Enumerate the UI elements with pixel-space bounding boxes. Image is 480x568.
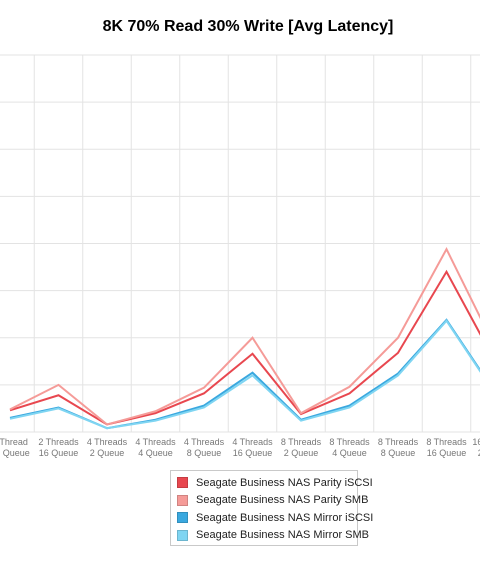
x-tick-label: 8 Threads 16 Queue [426,437,467,458]
legend-item[interactable]: Seagate Business NAS Parity SMB [177,492,368,510]
legend-item[interactable]: Seagate Business NAS Parity iSCSI [177,474,373,492]
x-tick-label: 8 Threads 4 Queue [329,437,370,458]
legend-item[interactable]: Seagate Business NAS Mirror SMB [177,527,369,545]
legend-label: Seagate Business NAS Mirror iSCSI [196,511,374,524]
series-line [9,246,480,426]
legend-swatch [177,512,188,524]
x-tick-label: 8 Threads 8 Queue [378,437,419,458]
x-tick-label: 4 Threads 8 Queue [184,437,225,458]
x-tick-label: 8 Threads 2 Queue [281,437,322,458]
x-tick-label: 2 Threads 16 Queue [38,437,79,458]
legend-label: Seagate Business NAS Parity SMB [196,494,369,507]
legend-label: Seagate Business NAS Mirror SMB [196,529,370,542]
x-tick-label: 4 Threads 2 Queue [87,437,128,458]
legend-swatch [177,494,188,506]
x-tick-label: 1 Thread16 Queue [0,437,30,458]
legend-swatch [177,477,188,489]
series-line [9,269,480,426]
series-lines [9,246,480,430]
legend-swatch [177,529,188,541]
chart-title: 8K 70% Read 30% Write [Avg Latency] [102,18,394,35]
legend-item[interactable]: Seagate Business NAS Mirror iSCSI [177,509,373,527]
gridlines [0,54,480,433]
legend: Seagate Business NAS Parity iSCSI Seagate… [170,470,373,546]
legend-label: Seagate Business NAS Parity iSCSI [196,476,373,489]
x-tick-label: 4 Threads 4 Queue [135,437,176,458]
series-line [9,318,480,430]
x-tick-label: 4 Threads 16 Queue [232,437,273,458]
series-line [9,319,480,430]
